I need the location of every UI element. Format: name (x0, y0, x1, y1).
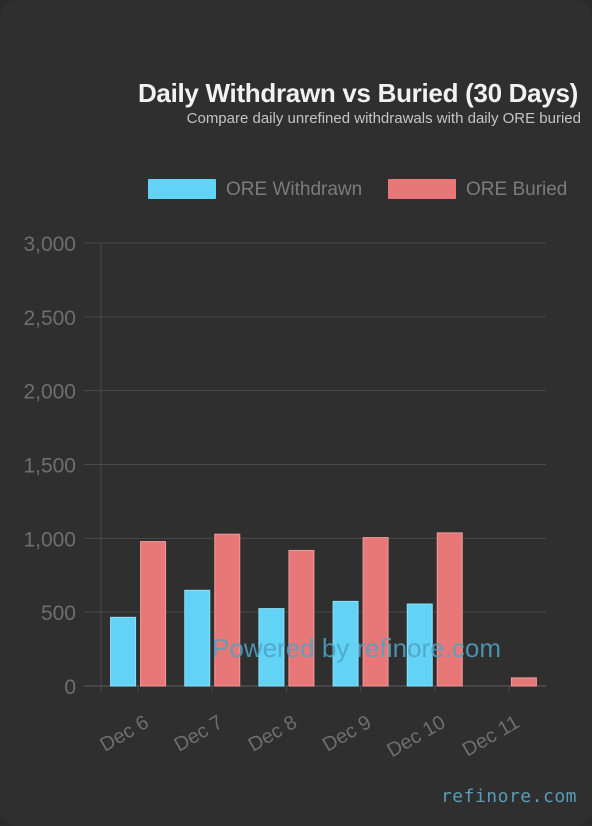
legend-label-withdrawn: ORE Withdrawn (226, 179, 363, 200)
x-tick-label-3: Dec 9 (319, 711, 375, 756)
y-tick-label-4: 2,000 (23, 381, 76, 404)
chart-subtitle: Compare daily unrefined withdrawals with… (186, 110, 581, 127)
legend-label-buried: ORE Buried (466, 179, 568, 200)
bar-withdrawn-3 (332, 600, 359, 687)
bar-buried-4 (436, 532, 463, 687)
legend-swatch-withdrawn (148, 179, 216, 199)
watermark: Powered by refinore.com (212, 633, 502, 663)
bar-buried-2 (288, 549, 315, 687)
x-tick-label-1: Dec 7 (171, 711, 227, 756)
y-tick-label-0: 0 (64, 676, 76, 699)
y-tick-label-3: 1,500 (23, 455, 76, 478)
y-tick-label-1: 500 (41, 602, 76, 625)
y-tick-label-6: 3,000 (23, 233, 76, 256)
bar-withdrawn-4 (406, 603, 433, 687)
brand-text: refinore.com (440, 786, 577, 807)
bar-withdrawn-0 (110, 616, 137, 687)
bar-withdrawn-2 (258, 608, 285, 687)
bar-buried-5 (510, 677, 537, 687)
y-tick-label-2: 1,000 (23, 528, 76, 551)
x-tick-label-5: Dec 11 (459, 711, 524, 761)
x-tick-label-0: Dec 6 (96, 711, 152, 756)
bar-buried-0 (140, 541, 167, 687)
x-tick-label-2: Dec 8 (245, 711, 301, 756)
bar-withdrawn-1 (184, 589, 211, 687)
legend-swatch-buried (388, 179, 456, 199)
bar-buried-1 (214, 533, 241, 687)
x-tick-label-4: Dec 10 (383, 711, 449, 762)
bar-buried-3 (362, 537, 389, 687)
chart-title: Daily Withdrawn vs Buried (30 Days) (137, 78, 578, 108)
chart-legend: ORE Withdrawn ORE Buried (0, 177, 592, 203)
y-tick-label-5: 2,500 (23, 307, 76, 330)
